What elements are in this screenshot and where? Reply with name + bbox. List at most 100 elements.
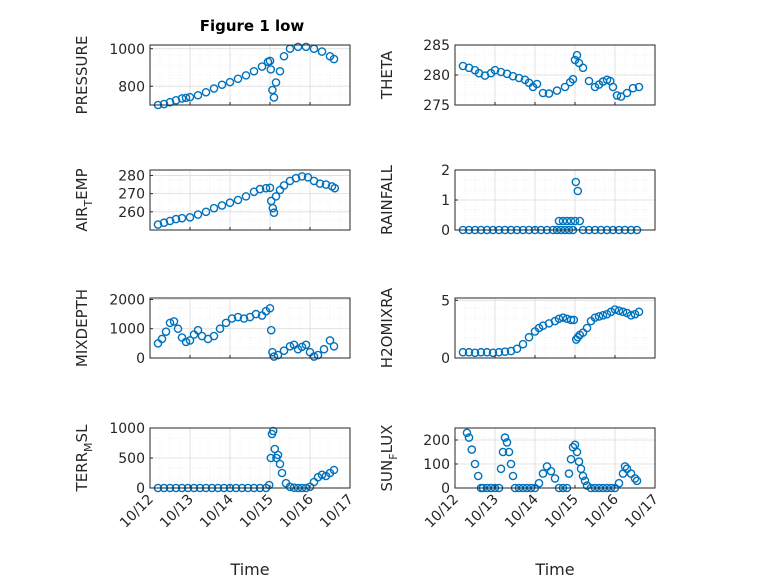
data-point	[632, 476, 642, 486]
data-point	[275, 66, 285, 76]
data-point	[566, 315, 576, 325]
data-point	[264, 480, 274, 490]
data-point	[590, 313, 600, 322]
data-point	[494, 347, 504, 357]
y-tick-label: 1000	[109, 421, 145, 437]
data-point	[534, 478, 544, 488]
data-point	[171, 96, 181, 105]
data-point	[277, 468, 287, 478]
x-tick-label: 10/16	[582, 491, 622, 531]
data-point	[249, 66, 259, 76]
data-point	[512, 344, 522, 354]
data-point	[514, 73, 524, 83]
data-point	[251, 309, 261, 319]
data-point	[330, 183, 340, 193]
data-point	[266, 453, 276, 463]
x-tick-label: 10/15	[542, 492, 582, 532]
data-point	[285, 482, 295, 492]
data-point	[562, 216, 572, 226]
data-point	[518, 339, 528, 349]
data-point	[464, 347, 474, 357]
data-point	[177, 213, 187, 223]
data-point	[566, 454, 576, 464]
data-point	[275, 459, 285, 469]
data-point	[301, 42, 311, 52]
data-point	[193, 90, 203, 100]
data-point	[506, 459, 516, 469]
y-tick-label: 1	[441, 193, 450, 209]
data-point	[490, 65, 500, 75]
data-point	[159, 218, 169, 228]
data-point	[500, 347, 510, 356]
data-point	[273, 450, 283, 460]
y-tick-label: 1000	[109, 322, 145, 338]
data-point	[261, 183, 271, 193]
data-point	[570, 216, 580, 226]
data-point	[173, 324, 183, 334]
subplot-8: 0 100 200 10/12 10/13 10/14 10/15 10/16 10/17 SUN…	[378, 425, 662, 579]
data-point	[546, 466, 556, 476]
axes-box	[454, 297, 656, 359]
data-point	[628, 83, 638, 93]
axes-box	[454, 427, 656, 489]
y-tick-label: 260	[118, 205, 145, 221]
data-point	[572, 447, 582, 457]
data-point	[266, 325, 276, 335]
data-point	[185, 92, 195, 102]
data-point	[265, 303, 275, 313]
data-point	[269, 208, 279, 218]
data-point	[269, 93, 279, 102]
data-point	[217, 201, 227, 210]
x-axis-label: Time	[534, 560, 574, 579]
data-point	[319, 344, 329, 354]
data-point	[578, 63, 588, 73]
data-point	[552, 86, 562, 95]
data-point	[544, 89, 554, 98]
x-tick-label: 10/15	[237, 492, 277, 532]
data-point	[153, 220, 163, 229]
y-tick-label: 1000	[109, 42, 145, 58]
data-point	[504, 447, 514, 457]
data-point	[301, 340, 311, 350]
data-point	[181, 337, 191, 347]
y-axis-label: THETA	[378, 50, 396, 100]
data-point	[508, 71, 518, 81]
x-tick-label: 10/17	[622, 492, 662, 532]
data-point	[241, 71, 251, 80]
data-point	[571, 177, 581, 187]
data-point	[470, 459, 480, 469]
data-point	[201, 207, 211, 217]
data-point	[233, 74, 243, 84]
data-point	[325, 336, 335, 345]
data-point	[614, 306, 624, 315]
y-tick-label: 275	[423, 98, 450, 114]
y-tick-label: 800	[118, 79, 145, 95]
y-axis-label: PRESSURE	[73, 36, 91, 115]
data-point	[462, 428, 472, 438]
data-point	[532, 79, 542, 89]
data-point	[233, 312, 243, 322]
y-tick-label: 500	[118, 451, 145, 467]
data-point	[221, 318, 231, 328]
data-point	[550, 474, 560, 483]
subplot-5: 0 1000 2000 MIXDEPTH	[73, 289, 351, 367]
y-tick-label: 200	[423, 433, 450, 449]
data-point	[268, 203, 278, 213]
data-point	[209, 84, 219, 93]
data-point	[575, 216, 585, 226]
data-point	[239, 314, 249, 323]
data-point	[558, 216, 568, 226]
data-point	[580, 476, 590, 486]
data-point	[473, 471, 483, 481]
data-point	[612, 91, 622, 100]
x-tick-label: 10/13	[462, 492, 502, 532]
subplot-4: 0 1 2 RAINFALL	[378, 163, 656, 239]
subplot-2: 275 280 285 THETA	[378, 38, 656, 114]
data-point	[293, 42, 303, 52]
data-point	[257, 62, 267, 71]
y-tick-label: 2000	[109, 292, 145, 308]
data-point	[467, 445, 477, 454]
y-axis-label: AIRTEMP	[73, 168, 95, 231]
data-point	[568, 74, 578, 84]
